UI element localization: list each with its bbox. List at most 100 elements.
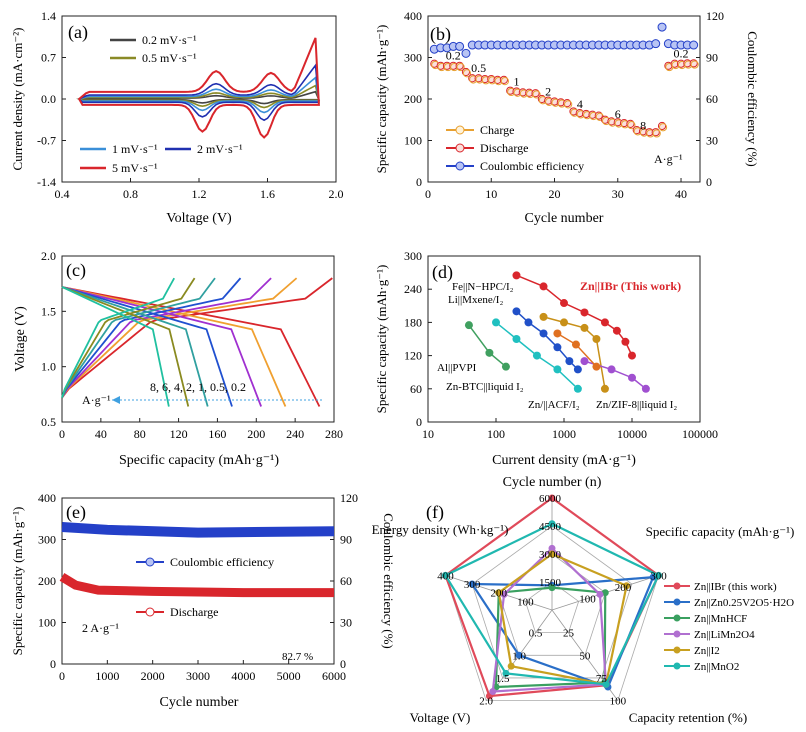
panel-c-curves bbox=[61, 277, 333, 407]
radar-point bbox=[602, 680, 610, 688]
x-tick-label: 0 bbox=[59, 427, 65, 441]
y-tick-label: 90 bbox=[706, 51, 718, 65]
y-tick-label: 240 bbox=[404, 282, 422, 296]
panel-a-legend: 0.2 mV·s⁻¹ 0.5 mV·s⁻¹ 1 mV·s⁻¹ 2 mV·s⁻¹ 5 mV… bbox=[80, 33, 243, 175]
panel-d-label-fe: Fe||N−HPC/I₂ bbox=[452, 281, 514, 293]
ce-point bbox=[651, 39, 661, 49]
panel-f: (f) 15003000450060001002003002550751000.… bbox=[372, 475, 795, 725]
legend-label: Coulombic efficiency bbox=[480, 159, 584, 173]
discharge-curve bbox=[61, 286, 170, 407]
ce-point bbox=[461, 48, 471, 58]
charge-curve bbox=[61, 277, 216, 399]
x-tick-label: 5000 bbox=[277, 669, 301, 683]
panel-d-label-zif: Zn/ZIF-8||liquid I₂ bbox=[596, 399, 677, 411]
legend-label: Zn||Zn0.25V2O5·H2O bbox=[694, 597, 794, 609]
y-tick-label: 120 bbox=[340, 491, 358, 505]
radar-point bbox=[548, 520, 556, 528]
series-point bbox=[501, 362, 510, 371]
radar-ring bbox=[524, 581, 580, 634]
y-tick-label: 180 bbox=[404, 315, 422, 329]
series-point bbox=[539, 312, 548, 321]
y-tick-label: 400 bbox=[38, 491, 56, 505]
series-point bbox=[612, 326, 621, 335]
charge-curve bbox=[61, 277, 333, 399]
x-tick-label: 2.0 bbox=[329, 187, 344, 201]
panel-b-unit: A·g⁻¹ bbox=[654, 152, 683, 166]
charge-point bbox=[627, 121, 636, 130]
ce-point bbox=[657, 22, 667, 32]
y-tick-label: 60 bbox=[410, 382, 422, 396]
charge-point bbox=[456, 62, 465, 72]
legend-marker bbox=[673, 582, 681, 590]
panel-d-label-znbtc: Zn-BTC||liquid I₂ bbox=[446, 381, 524, 393]
x-tick-label: 10000 bbox=[617, 427, 647, 441]
legend-label: 0.5 mV·s⁻¹ bbox=[142, 51, 197, 65]
legend-marker bbox=[145, 607, 155, 617]
x-tick-label: 100 bbox=[487, 427, 505, 441]
legend-label: 2 mV·s⁻¹ bbox=[197, 142, 243, 156]
panel-b-label: (b) bbox=[430, 24, 451, 45]
panel-d-label-li: Li||Mxene/I₂ bbox=[448, 294, 503, 306]
panel-b-yticks: 0 100 200 300 400 bbox=[404, 9, 432, 189]
radar-tick-label: 2.0 bbox=[479, 696, 493, 708]
radar-point bbox=[502, 669, 510, 677]
series-point bbox=[512, 271, 521, 280]
panel-d-yticks: 0 60 120 180 240 300 bbox=[404, 249, 432, 429]
radar-point bbox=[623, 582, 631, 590]
y-tick-label: 120 bbox=[706, 9, 724, 23]
y-tick-label: 300 bbox=[38, 533, 56, 547]
series-point bbox=[621, 337, 630, 346]
y-tick-label: 300 bbox=[404, 51, 422, 65]
charge-point bbox=[500, 77, 510, 86]
legend-label: Charge bbox=[480, 123, 514, 137]
radar-tick-label: 75 bbox=[596, 673, 608, 685]
charge-point bbox=[462, 69, 472, 78]
legend-marker bbox=[145, 557, 155, 567]
x-tick-label: 10 bbox=[422, 427, 434, 441]
charge-point bbox=[564, 100, 573, 109]
radar-point bbox=[441, 571, 449, 579]
x-tick-label: 160 bbox=[208, 427, 226, 441]
panel-d-ylabel: Specific capacity (mAh·g⁻¹) bbox=[374, 265, 389, 414]
radar-tick-label: 0.5 bbox=[529, 628, 543, 640]
series-point bbox=[524, 318, 533, 327]
panel-e-retention: 82.7 % bbox=[282, 651, 313, 663]
series-point bbox=[565, 357, 574, 366]
panel-b-ylabel: Specific capacity (mAh·g⁻¹) bbox=[374, 25, 389, 174]
series-point bbox=[592, 362, 601, 371]
legend-label: Zn||MnO2 bbox=[694, 661, 739, 673]
legend-label: 5 mV·s⁻¹ bbox=[112, 161, 158, 175]
panel-f-axis-voltage: Voltage (V) bbox=[410, 710, 471, 725]
panel-d-label: (d) bbox=[432, 262, 453, 283]
y-tick-label: 30 bbox=[340, 616, 352, 630]
panel-a-ylabel: Current density (mA·cm⁻²) bbox=[10, 28, 25, 171]
series-point bbox=[628, 373, 636, 382]
radar-point bbox=[548, 494, 556, 502]
x-tick-label: 40 bbox=[675, 187, 687, 201]
x-tick-label: 1000 bbox=[95, 669, 119, 683]
radar-point bbox=[515, 651, 523, 659]
radar-tick-label: 200 bbox=[490, 588, 507, 600]
legend-label: Zn||MnHCF bbox=[694, 613, 747, 625]
x-tick-label: 2000 bbox=[141, 669, 165, 683]
x-tick-label: 200 bbox=[247, 427, 265, 441]
y-tick-label: 200 bbox=[404, 92, 422, 106]
panel-c-ylabel: Voltage (V) bbox=[13, 306, 28, 372]
y-tick-label: 0.5 bbox=[41, 415, 56, 429]
y-tick-label: 1.0 bbox=[41, 360, 56, 374]
x-tick-label: 80 bbox=[134, 427, 146, 441]
panel-e-lines bbox=[59, 522, 335, 598]
series-point bbox=[580, 308, 589, 317]
x-tick-label: 6000 bbox=[322, 669, 346, 683]
legend-label: 1 mV·s⁻¹ bbox=[112, 142, 158, 156]
radar-tick-label: 300 bbox=[464, 579, 481, 591]
panel-b: (b) Cycle number Specific capacity (mAh·… bbox=[374, 9, 760, 226]
x-tick-label: 280 bbox=[325, 427, 343, 441]
y-tick-label: 1.5 bbox=[41, 304, 56, 318]
series-point bbox=[553, 343, 562, 352]
panel-d: (d) Current density (mA·g⁻¹) Specific ca… bbox=[374, 249, 718, 468]
panel-a-curves bbox=[76, 37, 321, 139]
cv-curve bbox=[77, 37, 320, 139]
y-tick-label: 120 bbox=[404, 349, 422, 363]
legend-marker bbox=[455, 161, 465, 171]
